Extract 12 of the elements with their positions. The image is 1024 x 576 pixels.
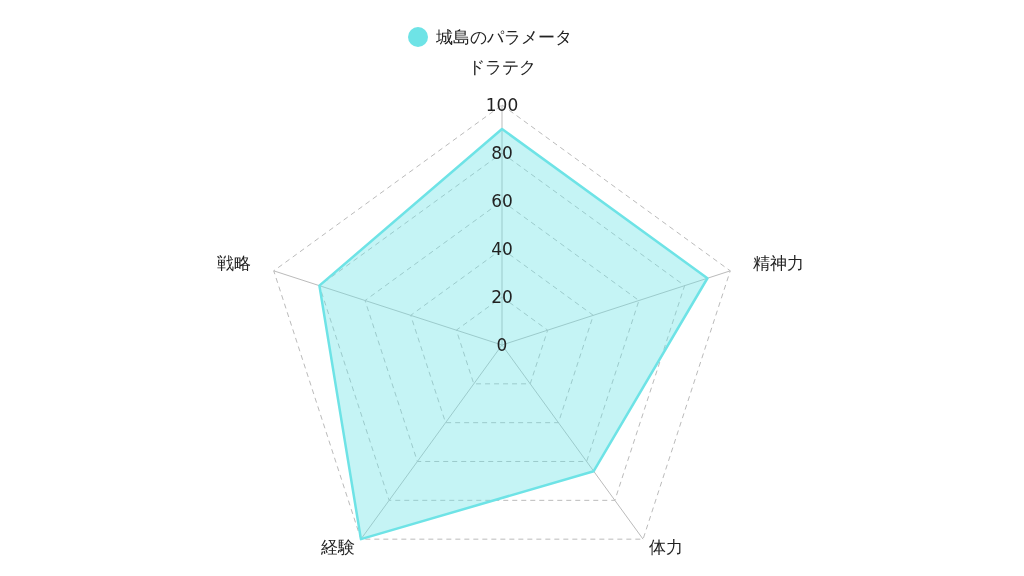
spoke-label: 精神力: [753, 253, 805, 274]
spoke-label: 体力: [649, 537, 684, 558]
spoke-label: 経験: [319, 537, 355, 558]
y-tick-label: 0: [496, 335, 508, 355]
y-tick-label: 100: [485, 95, 519, 115]
spoke-label: ドラテク: [468, 57, 536, 77]
y-tick-label: 60: [491, 191, 513, 211]
y-tick-label: 20: [491, 287, 513, 307]
legend-label: 城島のパラメータ: [435, 27, 572, 47]
y-tick-label: 40: [491, 239, 513, 259]
spoke-label: 戦略: [216, 253, 251, 274]
y-tick-label: 80: [491, 143, 513, 163]
